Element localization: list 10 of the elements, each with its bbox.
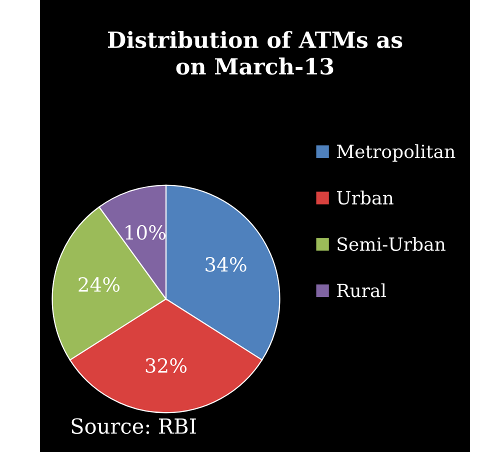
data-label: 24% xyxy=(78,277,120,292)
chart-title: Distribution of ATMs as on March-13 xyxy=(108,30,402,75)
legend-label: Metropolitan xyxy=(337,144,456,162)
legend-label: Rural xyxy=(337,283,386,298)
legend-label: Semi-Urban xyxy=(338,236,446,251)
source-note: Source: RBI xyxy=(72,418,196,434)
data-label: 10% xyxy=(126,225,166,240)
data-label: 32% xyxy=(146,358,187,373)
legend-label: Urban xyxy=(336,190,394,205)
data-label: 34% xyxy=(206,257,246,272)
